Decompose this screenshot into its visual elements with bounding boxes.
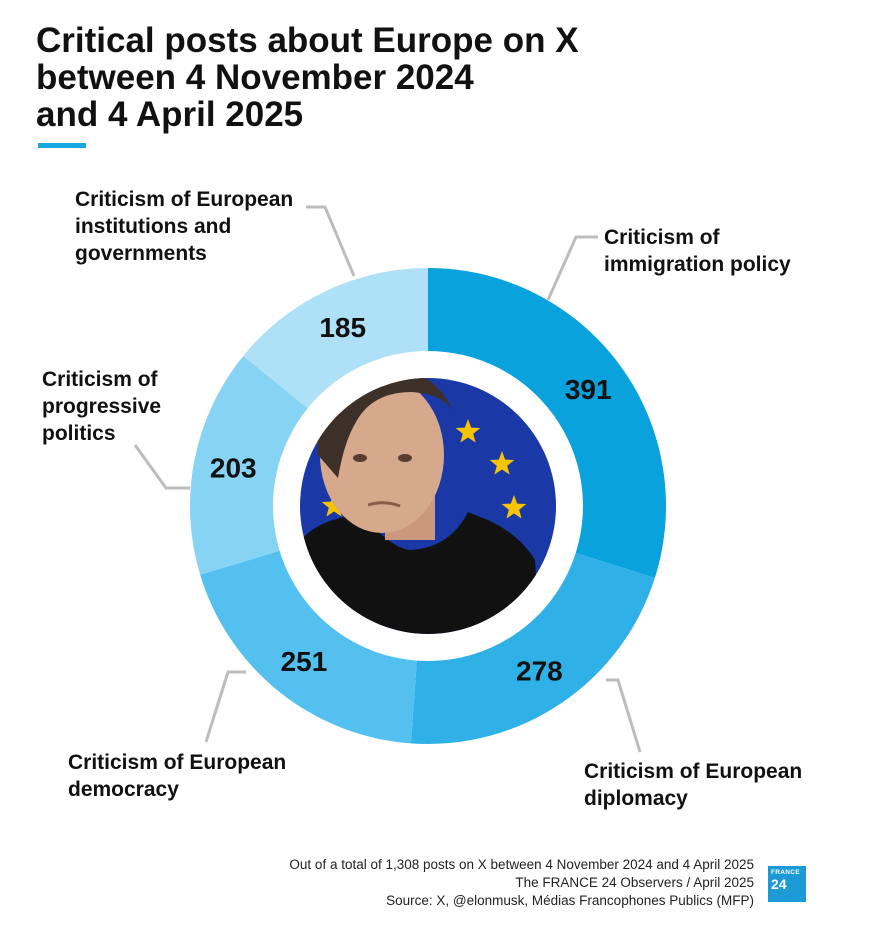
footer-source: Source: X, @elonmusk, Médias Francophone… <box>386 893 754 908</box>
value-label-criticism-of-immigration-policy: 391 <box>565 374 612 405</box>
slice-criticism-of-european-democracy <box>200 550 417 744</box>
value-label-criticism-of-european-democracy: 251 <box>281 646 328 677</box>
leader-line-criticism-of-progressive-politics <box>133 444 190 490</box>
footer-total-note: Out of a total of 1,308 posts on X betwe… <box>289 857 754 872</box>
leader-line-criticism-of-immigration-policy <box>546 235 598 301</box>
center-photo <box>300 378 556 634</box>
value-label-criticism-of-european-institutions-and-governments: 185 <box>319 312 366 343</box>
star-icon <box>455 419 481 443</box>
category-label-criticism-of-immigration-policy: Criticism of immigration policy <box>604 226 791 276</box>
chart-title: Critical posts about Europe on X between… <box>36 21 579 134</box>
footer: Out of a total of 1,308 posts on X betwe… <box>289 856 754 910</box>
category-label-criticism-of-progressive-politics: Criticism of progressive politics <box>42 368 162 445</box>
slice-criticism-of-european-institutions-and-governments <box>243 268 428 409</box>
leader-line-criticism-of-european-democracy <box>204 670 246 743</box>
footer-credit: The FRANCE 24 Observers / April 2025 <box>515 875 754 890</box>
category-label-criticism-of-european-institutions-and-governments: Criticism of European institutions and g… <box>75 188 294 265</box>
leader-lines <box>133 205 642 753</box>
logo-text-bottom: 24 <box>771 876 787 892</box>
france24-logo: FRANCE 24 <box>768 866 806 902</box>
slice-criticism-of-immigration-policy <box>428 268 666 579</box>
slice-criticism-of-european-diplomacy <box>410 552 655 745</box>
title-accent-bar <box>38 143 86 148</box>
category-label-criticism-of-european-diplomacy: Criticism of European diplomacy <box>584 760 803 810</box>
star-icon <box>321 493 347 517</box>
donut-slices <box>189 268 666 745</box>
logo-text-top: FRANCE <box>771 869 800 876</box>
category-label-criticism-of-european-democracy: Criticism of European democracy <box>68 751 287 801</box>
value-label-criticism-of-european-diplomacy: 278 <box>516 655 563 686</box>
leader-line-criticism-of-european-institutions-and-governments <box>306 205 356 277</box>
leader-line-criticism-of-european-diplomacy <box>606 678 642 753</box>
value-label-criticism-of-progressive-politics: 203 <box>210 453 257 484</box>
star-icon <box>489 451 515 475</box>
value-labels: 391 278 251 203 185 <box>210 312 612 687</box>
slice-criticism-of-progressive-politics <box>189 355 308 575</box>
star-icon <box>501 495 527 519</box>
